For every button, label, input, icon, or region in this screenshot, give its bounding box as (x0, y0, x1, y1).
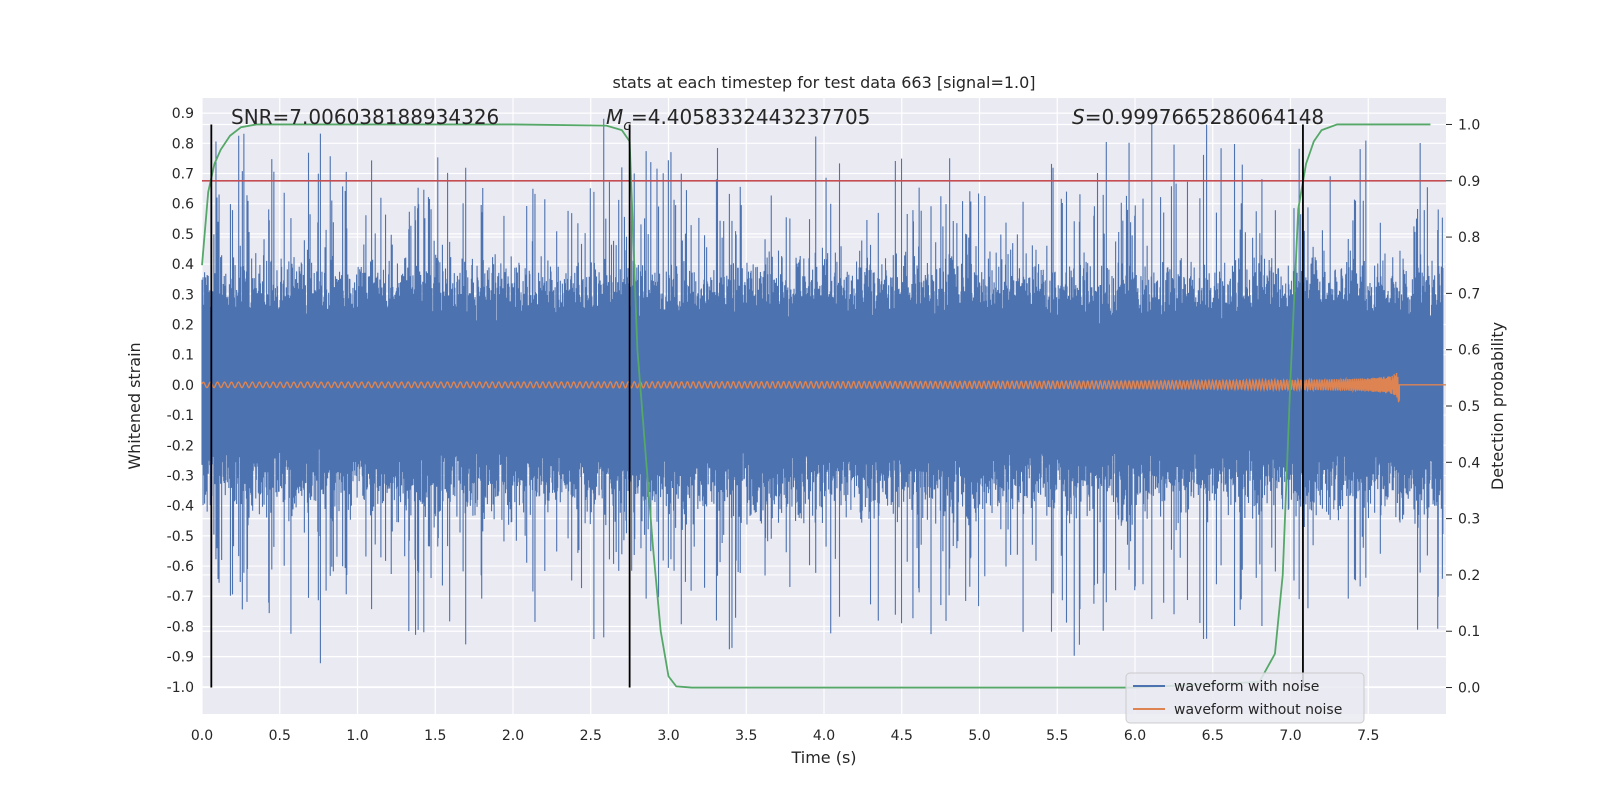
y-tick-label: -0.4 (167, 499, 194, 515)
y-tick-label: 0.6 (172, 197, 194, 213)
chirp-mass-value: =4.4058332443237705 (631, 105, 870, 129)
y2-tick-label: 1.0 (1458, 117, 1480, 133)
chirp-mass-annotation: Mc=4.4058332443237705 (606, 105, 870, 134)
chart-title: stats at each timestep for test data 663… (612, 73, 1035, 92)
y2-tick-label: 0.0 (1458, 681, 1480, 697)
y-tick-label: 0.0 (172, 378, 194, 394)
y-tick-label: 0.2 (172, 317, 194, 333)
y-tick-label: -0.2 (167, 438, 194, 454)
x-tick-label: 6.0 (1124, 728, 1146, 744)
x-tick-label: 1.5 (424, 728, 446, 744)
y-tick-label: 0.8 (172, 136, 194, 152)
overlap-annotation: S=0.9997665286064148 (1072, 105, 1324, 129)
y2-tick-label: 0.7 (1458, 286, 1480, 302)
y-tick-label: -0.6 (167, 559, 194, 575)
y2-tick-label: 0.1 (1458, 624, 1480, 640)
y2-tick-label: 0.6 (1458, 343, 1480, 359)
legend-box (1125, 672, 1365, 724)
x-tick-label: 5.0 (968, 728, 990, 744)
snr-annotation: SNR=7.006038188934326 (231, 105, 499, 129)
y2-tick-label: 0.4 (1458, 455, 1480, 471)
overlap-value: =0.9997665286064148 (1085, 105, 1324, 129)
ticks-layer: 0.0 0.5 1.0 1.5 2.0 2.5 3.0 3.5 4.0 4.5 5.0 5.5 6.0 6… (167, 106, 1481, 744)
overlap-symbol: S (1072, 105, 1085, 129)
plot-layer (201, 118, 1446, 689)
clean-waveform-line (201, 372, 1446, 403)
x-tick-label: 0.5 (269, 728, 291, 744)
y-tick-label: 0.4 (172, 257, 194, 273)
x-tick-label: 0.0 (191, 728, 213, 744)
x-tick-label: 6.5 (1202, 728, 1224, 744)
y2-tick-label: 0.9 (1458, 174, 1480, 190)
y2-axis-label: Detection probability (1488, 322, 1507, 490)
y-tick-label: -0.7 (167, 589, 194, 605)
chirp-mass-subscript: c (623, 118, 631, 134)
x-axis-label: Time (s) (790, 748, 856, 767)
y-tick-label: -0.1 (167, 408, 194, 424)
y-tick-label: -0.8 (167, 619, 194, 635)
y2-tick-label: 0.3 (1458, 512, 1480, 528)
y-tick-label: -1.0 (167, 680, 194, 696)
y-tick-label: -0.3 (167, 468, 194, 484)
x-tick-label: 7.0 (1279, 728, 1301, 744)
y2-tick-label: 0.5 (1458, 399, 1480, 415)
x-tick-label: 1.0 (346, 728, 368, 744)
y-tick-label: -0.5 (167, 529, 194, 545)
x-tick-label: 7.5 (1357, 728, 1379, 744)
x-tick-label: 2.0 (502, 728, 524, 744)
y-tick-label: 0.5 (172, 227, 194, 243)
y2-tick-label: 0.8 (1458, 230, 1480, 246)
y-tick-label: -0.9 (167, 650, 194, 666)
y2-tick-label: 0.2 (1458, 568, 1480, 584)
x-tick-label: 4.5 (891, 728, 913, 744)
x-tick-label: 3.5 (735, 728, 757, 744)
legend-label-noisy: waveform with noise (1174, 679, 1319, 695)
x-tick-label: 4.0 (813, 728, 835, 744)
legend: waveform with noise waveform without noi… (1125, 672, 1365, 724)
legend-label-clean: waveform without noise (1174, 702, 1342, 718)
x-tick-label: 3.0 (657, 728, 679, 744)
y-tick-label: 0.3 (172, 287, 194, 303)
x-tick-label: 5.5 (1046, 728, 1068, 744)
y-axis-label: Whitened strain (125, 342, 144, 469)
x-tick-label: 2.5 (580, 728, 602, 744)
chirp-mass-symbol: M (606, 105, 623, 129)
y-tick-label: 0.7 (172, 166, 194, 182)
y-tick-label: 0.1 (172, 348, 194, 364)
y-tick-label: 0.9 (172, 106, 194, 122)
